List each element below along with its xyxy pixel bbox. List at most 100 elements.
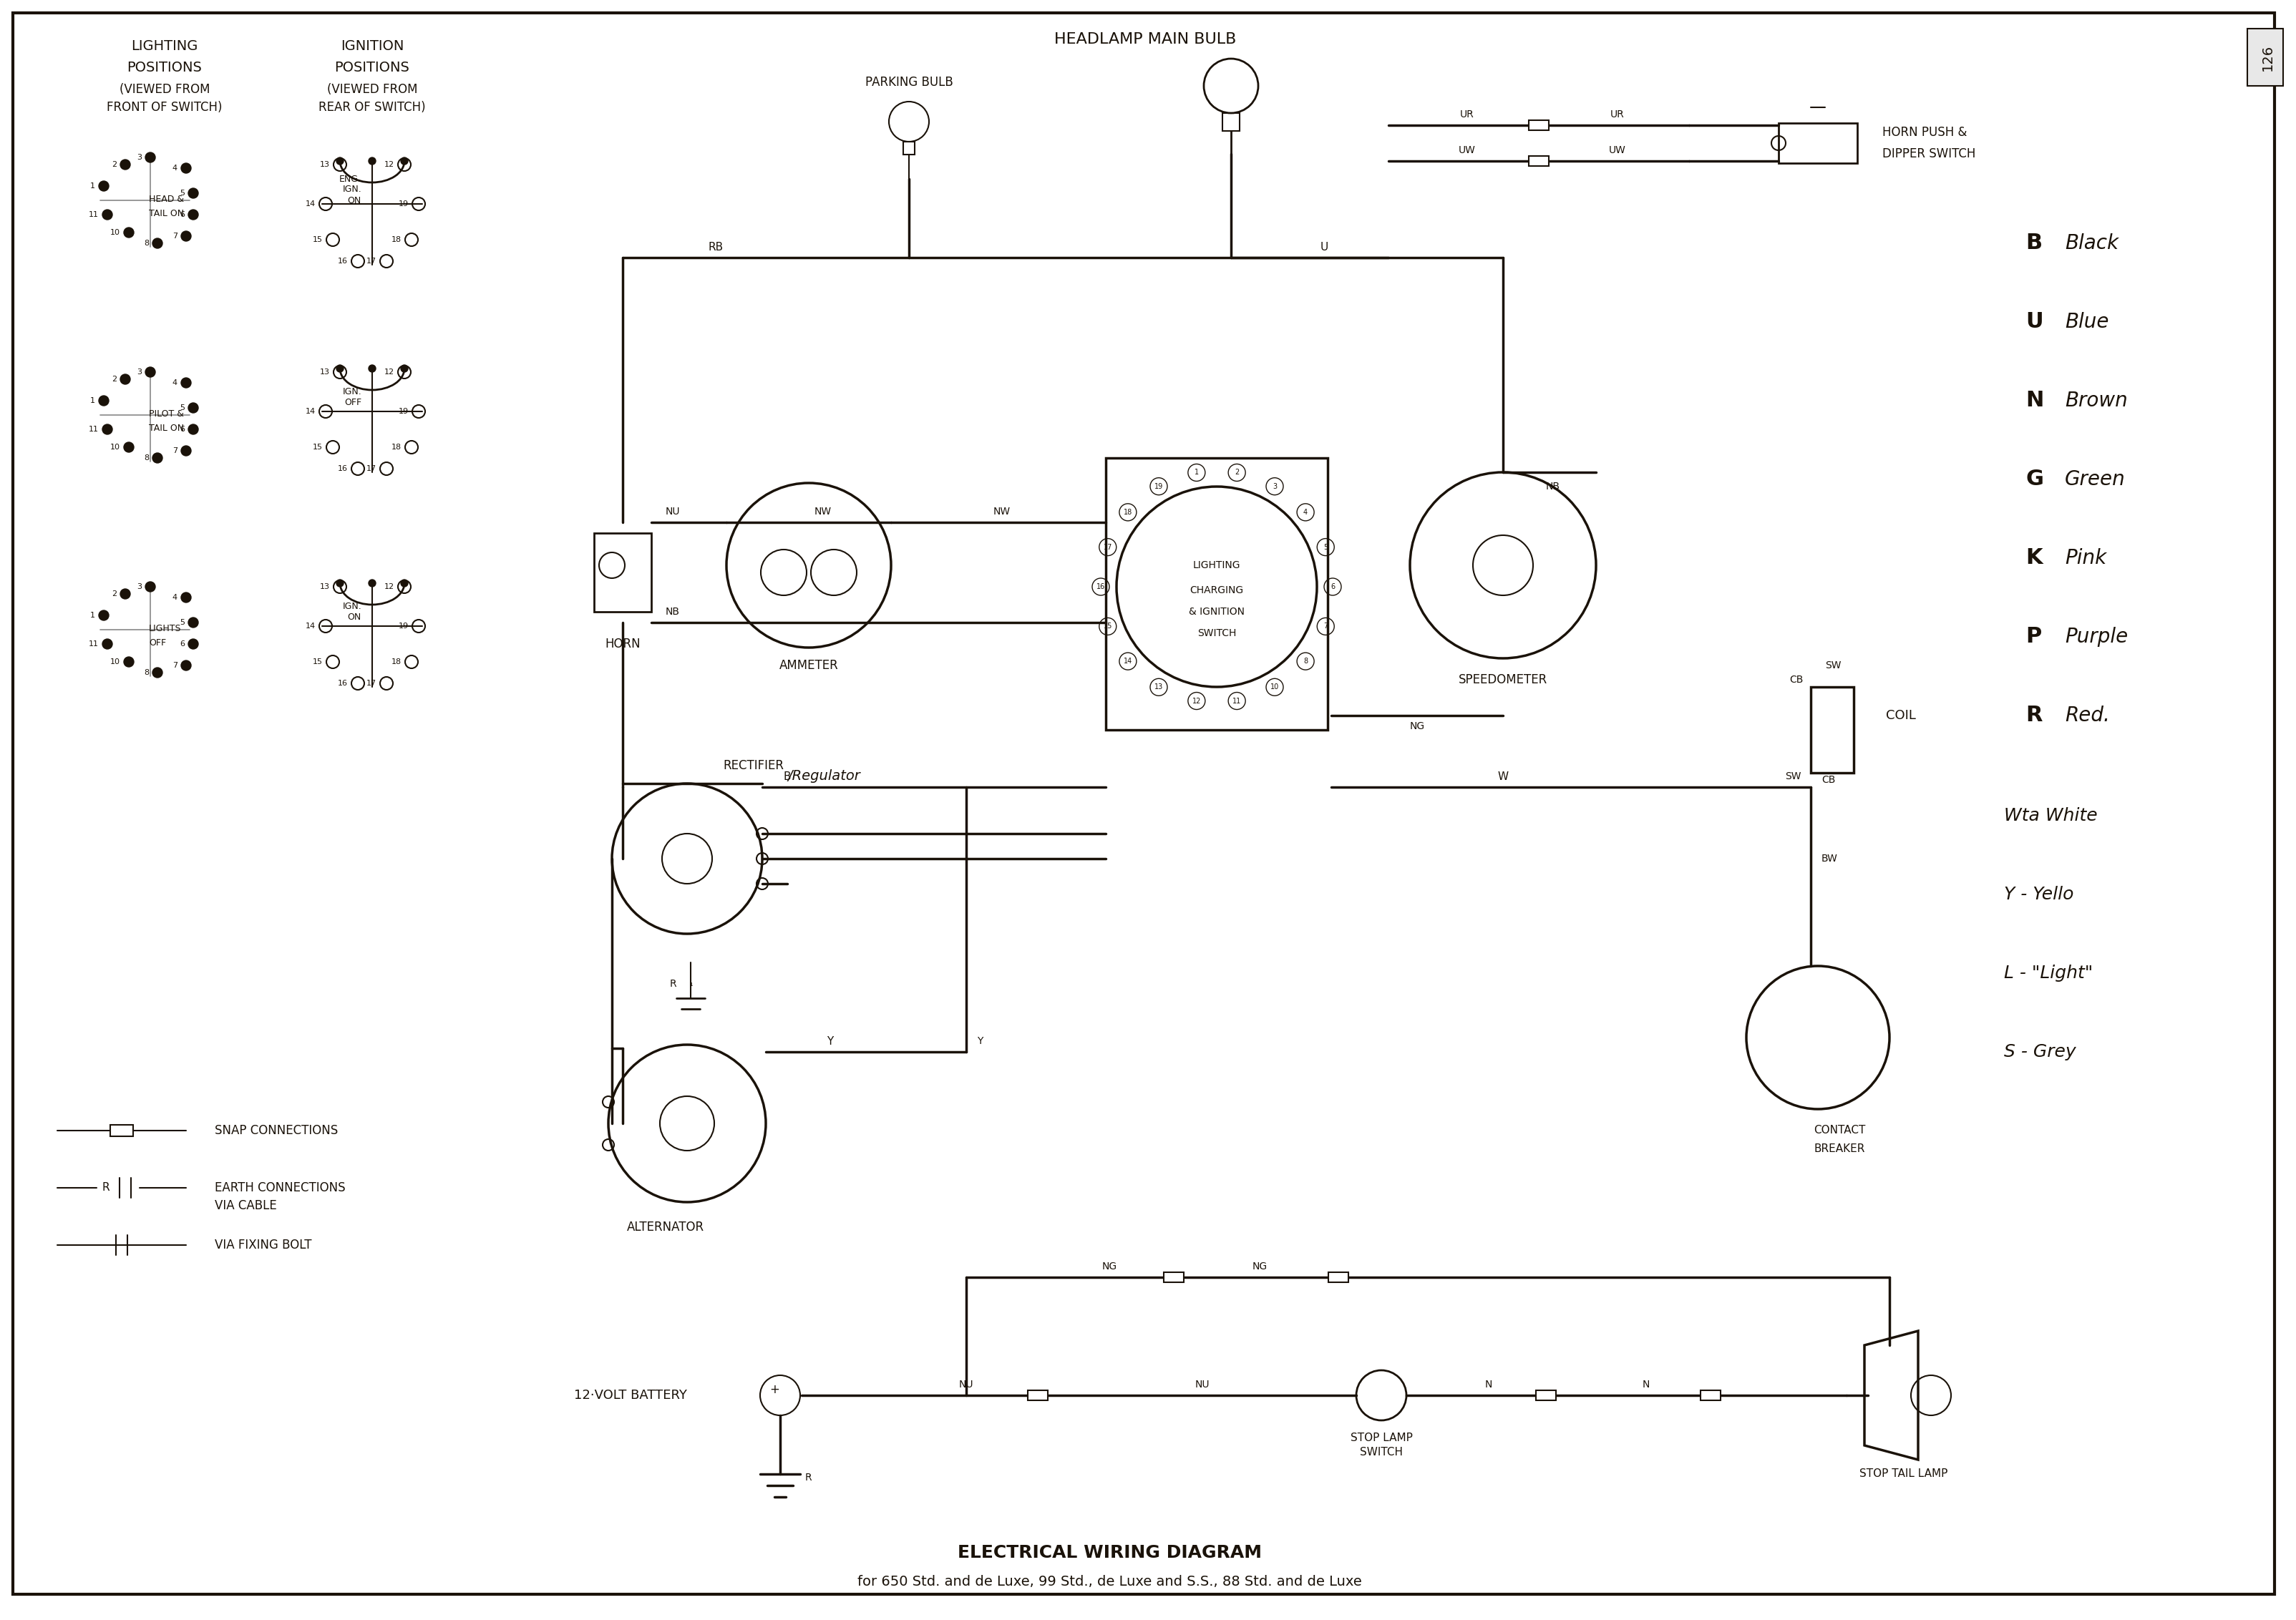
Circle shape	[103, 424, 113, 434]
Text: LIGHTS: LIGHTS	[149, 624, 181, 633]
Circle shape	[99, 611, 108, 620]
Text: 7: 7	[172, 663, 177, 669]
Text: AMMETER: AMMETER	[778, 659, 838, 672]
Text: 7: 7	[172, 233, 177, 240]
Text: RECTIFIER: RECTIFIER	[723, 760, 783, 773]
Text: TAIL ON: TAIL ON	[149, 209, 184, 217]
Circle shape	[124, 227, 133, 238]
Circle shape	[119, 374, 131, 384]
Text: Y - Yello: Y - Yello	[2004, 886, 2073, 902]
Text: 8: 8	[145, 240, 149, 246]
Text: R: R	[806, 1473, 813, 1482]
Circle shape	[181, 446, 191, 455]
Text: IGNITION: IGNITION	[340, 40, 404, 53]
Text: OFF: OFF	[149, 638, 165, 648]
Text: 5: 5	[179, 190, 184, 196]
Text: 11: 11	[90, 640, 99, 648]
Text: NB: NB	[666, 608, 680, 617]
Text: ELECTRICAL WIRING DIAGRAM: ELECTRICAL WIRING DIAGRAM	[957, 1544, 1261, 1562]
Circle shape	[103, 209, 113, 220]
Text: PILOT &: PILOT &	[149, 408, 184, 418]
Text: SW: SW	[1784, 771, 1800, 781]
Bar	[1029, 1390, 1047, 1400]
Text: 10: 10	[110, 444, 119, 450]
Circle shape	[124, 656, 133, 667]
Bar	[1779, 123, 1857, 164]
Text: 126: 126	[2262, 44, 2273, 71]
Text: P: P	[2025, 627, 2041, 648]
Text: 12: 12	[383, 160, 395, 168]
Text: 8: 8	[145, 454, 149, 462]
Text: 8: 8	[145, 669, 149, 676]
Circle shape	[402, 580, 409, 586]
Text: 17: 17	[367, 258, 377, 264]
Text: & IGNITION: & IGNITION	[1189, 608, 1244, 617]
Circle shape	[402, 157, 409, 165]
Text: 1: 1	[90, 183, 94, 190]
Circle shape	[119, 159, 131, 170]
Text: R: R	[670, 978, 677, 988]
Text: 3: 3	[1272, 483, 1277, 489]
Text: Green: Green	[2064, 470, 2126, 489]
Circle shape	[188, 638, 197, 650]
Text: 16: 16	[1097, 583, 1104, 590]
Text: for 650 Std. and de Luxe, 99 Std., de Luxe and S.S., 88 Std. and de Luxe: for 650 Std. and de Luxe, 99 Std., de Lu…	[856, 1575, 1362, 1588]
Text: 11: 11	[1233, 697, 1242, 705]
Text: VIA CABLE: VIA CABLE	[216, 1199, 278, 1212]
Text: 18: 18	[390, 237, 402, 243]
Circle shape	[119, 590, 131, 599]
Text: Y: Y	[827, 1035, 833, 1047]
Circle shape	[152, 238, 163, 248]
Circle shape	[338, 157, 344, 165]
Text: 15: 15	[312, 658, 324, 666]
Bar	[1529, 156, 1550, 165]
Text: 2: 2	[113, 160, 117, 168]
Text: 19: 19	[400, 408, 409, 415]
Text: 12: 12	[383, 368, 395, 376]
Text: 4: 4	[172, 165, 177, 172]
Text: SWITCH: SWITCH	[1359, 1447, 1403, 1458]
Bar	[2248, 29, 2282, 86]
Text: 3: 3	[138, 583, 142, 590]
Text: 6: 6	[179, 211, 184, 219]
Text: +: +	[769, 1383, 778, 1396]
Text: (VIEWED FROM: (VIEWED FROM	[326, 83, 418, 96]
Bar	[1164, 1272, 1185, 1283]
Text: Purple: Purple	[2064, 627, 2128, 646]
Circle shape	[181, 232, 191, 241]
Circle shape	[181, 377, 191, 387]
Text: IGN.
ON: IGN. ON	[342, 601, 360, 622]
Text: SW: SW	[1825, 661, 1841, 671]
Text: 13: 13	[1155, 684, 1164, 690]
Circle shape	[338, 364, 344, 373]
Circle shape	[145, 368, 156, 377]
Text: SNAP CONNECTIONS: SNAP CONNECTIONS	[216, 1124, 338, 1137]
Text: ₁: ₁	[689, 980, 693, 988]
Text: 18: 18	[390, 658, 402, 666]
Text: 1: 1	[90, 397, 94, 405]
Text: U: U	[1320, 241, 1327, 253]
Text: LIGHTING: LIGHTING	[131, 40, 197, 53]
Text: CB: CB	[1821, 774, 1835, 786]
Text: POSITIONS: POSITIONS	[126, 62, 202, 75]
Circle shape	[152, 454, 163, 463]
Text: Blue: Blue	[2064, 313, 2108, 332]
Text: 3: 3	[138, 154, 142, 160]
Circle shape	[99, 181, 108, 191]
Text: TAIL ON: TAIL ON	[149, 423, 184, 433]
Circle shape	[338, 580, 344, 586]
Text: 5: 5	[1322, 544, 1327, 551]
Text: NG: NG	[1410, 721, 1424, 731]
Text: 19: 19	[1155, 483, 1164, 489]
Text: UR: UR	[1460, 110, 1474, 120]
Text: COIL: COIL	[1885, 710, 1915, 723]
Text: /Regulator: /Regulator	[788, 769, 861, 782]
Text: NU: NU	[666, 507, 680, 517]
Text: 18: 18	[390, 444, 402, 450]
Bar	[1529, 120, 1550, 130]
Circle shape	[402, 364, 409, 373]
Text: RB: RB	[707, 241, 723, 253]
Text: 14: 14	[305, 201, 315, 207]
Text: POSITIONS: POSITIONS	[335, 62, 409, 75]
Text: B: B	[2025, 233, 2041, 254]
